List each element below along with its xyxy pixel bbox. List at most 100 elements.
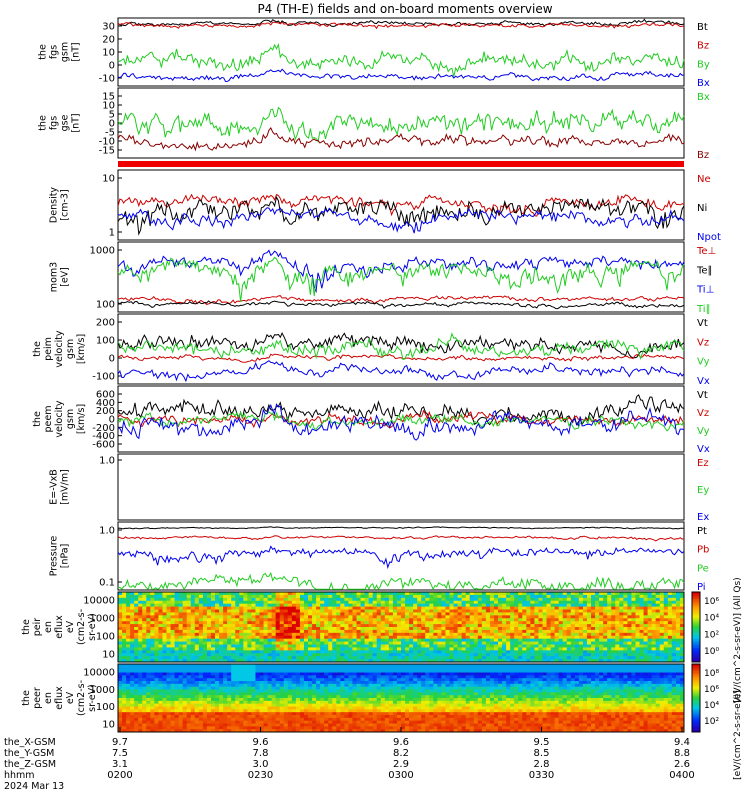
spectrogram-cell (663, 592, 669, 596)
spectrogram-cell (421, 632, 426, 637)
spectrogram-cell (174, 669, 180, 673)
spectrogram-cell (413, 644, 418, 648)
spectrogram-cell (514, 656, 519, 660)
spectrogram-cell (316, 600, 321, 605)
spectrogram-cell (530, 624, 535, 628)
spectrogram-cell (235, 720, 240, 724)
spectrogram-cell (186, 692, 192, 696)
spectrogram-cell (154, 644, 159, 648)
spectrogram-cell (441, 659, 446, 663)
spectrogram-cell (481, 615, 487, 619)
spectrogram-cell (477, 629, 483, 634)
spectrogram-cell (206, 629, 212, 634)
spectrogram-cell (198, 683, 204, 688)
spectrogram-cell (506, 656, 511, 660)
spectrogram-cell (372, 659, 378, 663)
spectrogram-cell (146, 703, 151, 707)
spectrogram-cell (356, 720, 362, 724)
spectrogram-cell (356, 600, 362, 605)
spectrogram-cell (429, 632, 434, 637)
spectrogram-cell (493, 609, 499, 613)
spectrogram-cell (522, 597, 527, 602)
spectrogram-cell (308, 717, 313, 722)
spectrogram-cell (271, 624, 277, 628)
spectrogram-cell (348, 592, 353, 596)
spectrogram-cell (243, 729, 248, 733)
spectrogram-cell (595, 621, 600, 625)
spectrogram-cell (502, 618, 507, 622)
spectrogram-cell (655, 632, 661, 637)
spectrogram-cell (667, 597, 673, 602)
spectrogram-cell (215, 703, 220, 707)
spectrogram-cell (166, 686, 172, 690)
spectrogram-cell (582, 650, 588, 654)
spectrogram-cell (493, 635, 499, 640)
spectrogram-cell (251, 650, 256, 654)
spectrogram-cell (635, 641, 641, 645)
spectrogram-cell (150, 706, 155, 710)
spectrogram-cell (615, 609, 620, 613)
spectrogram-cell (251, 632, 256, 637)
spectrogram-cell (243, 709, 248, 713)
spectrogram-cell (243, 632, 248, 637)
spectrogram-cell (659, 650, 665, 654)
spectrogram-cell (595, 647, 600, 651)
spectrogram-cell (623, 644, 628, 648)
spectrogram-cell (308, 700, 313, 705)
spectrogram-cell (441, 635, 446, 640)
spectrogram-cell (336, 712, 341, 716)
spectrogram-cell (530, 597, 535, 602)
spectrogram-cell (251, 669, 256, 673)
spectrogram-cell (295, 638, 301, 643)
spectrogram-cell (643, 594, 649, 599)
spectrogram-cell (312, 597, 317, 602)
spectrogram-cell (182, 638, 188, 643)
spectrogram-cell (158, 717, 163, 722)
spectrogram-cell (599, 612, 604, 616)
spectrogram-cell (130, 627, 135, 631)
spectrogram-cell (291, 664, 297, 668)
spectrogram-cell (320, 644, 325, 648)
spectrogram-cell (142, 729, 147, 733)
spectrogram-cell (485, 609, 491, 613)
spectrogram-cell (206, 681, 212, 685)
spectrogram-cell (481, 650, 487, 654)
spectrogram-cell (574, 638, 580, 643)
spectrogram-cell (154, 700, 159, 705)
spectrogram-cell (202, 603, 208, 608)
spectrogram-cell (356, 629, 362, 634)
spectrogram-cell (291, 703, 297, 707)
spectrogram-cell (530, 612, 535, 616)
spectrogram-cell (259, 669, 265, 673)
spectrogram-cell (255, 717, 260, 722)
spectrogram-cell (380, 650, 386, 654)
spectrogram-cell (299, 627, 305, 631)
spectrogram-cell (271, 715, 277, 719)
spectrogram-cell (210, 650, 216, 654)
spectrogram-cell (651, 612, 657, 616)
spectrogram-cell (178, 723, 184, 727)
spectrogram-cell (303, 635, 309, 640)
spectrogram-cell (514, 644, 519, 648)
spectrogram-cell (663, 609, 669, 613)
spectrogram-cell (679, 656, 685, 660)
spectrogram-cell (348, 717, 353, 722)
spectrogram-cell (445, 650, 451, 654)
spectrogram-cell (603, 615, 608, 619)
spectrogram-cell (283, 600, 289, 605)
spectrogram-cell (235, 686, 240, 690)
spectrogram-cell (283, 644, 289, 648)
spectrogram-cell (215, 678, 220, 682)
spectrogram-cell (433, 600, 438, 605)
spectrogram-cell (611, 624, 616, 628)
spectrogram-cell (150, 715, 155, 719)
spectrogram-cell (255, 675, 260, 679)
spectrogram-cell (599, 647, 604, 651)
spectrogram-cell (417, 612, 422, 616)
spectrogram-cell (259, 638, 265, 643)
spectrogram-cell (599, 627, 604, 631)
spectrogram-cell (194, 624, 200, 628)
spectrogram-cell (219, 638, 224, 643)
spectrogram-cell (251, 717, 256, 722)
spectrogram-cell (295, 715, 301, 719)
